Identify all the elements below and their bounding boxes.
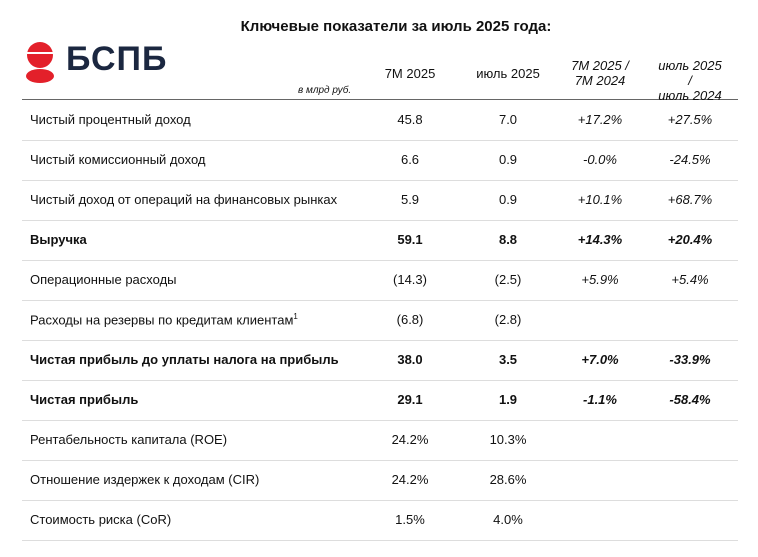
row-label: Чистый процентный доход [30, 112, 191, 127]
cell: (2.8) [494, 312, 522, 327]
cell: 45.8 [397, 112, 423, 127]
header-rule [22, 99, 738, 100]
row-rule [22, 380, 738, 381]
cell: +17.2% [577, 112, 623, 127]
row-rule [22, 140, 738, 141]
cell: -0.0% [583, 152, 617, 167]
column-header: 7M 2025 [384, 66, 436, 81]
cell: 0.9 [498, 152, 518, 167]
cell: 1.5% [395, 512, 425, 527]
footnote-mark: 1 [293, 312, 298, 321]
row-label: Чистая прибыль до уплаты налога на прибы… [30, 352, 339, 367]
cell: -33.9% [669, 352, 711, 367]
cell: 8.8 [498, 232, 518, 247]
cell: -1.1% [583, 392, 617, 407]
cell: 5.9 [400, 192, 420, 207]
title: Ключевые показатели за июль 2025 года: [240, 18, 552, 35]
cell: 3.5 [498, 352, 518, 367]
cell: 10.3% [489, 432, 527, 447]
row-rule [22, 260, 738, 261]
cell: 7.0 [498, 112, 518, 127]
row-rule [22, 300, 738, 301]
cell: +10.1% [577, 192, 623, 207]
row-rule [22, 340, 738, 341]
row-rule [22, 420, 738, 421]
cell: +68.7% [667, 192, 713, 207]
cell: 6.6 [400, 152, 420, 167]
row-rule [22, 540, 738, 541]
cell: +27.5% [667, 112, 713, 127]
cell: (14.3) [393, 272, 427, 287]
unit: в млрд руб. [298, 85, 352, 96]
row-rule [22, 220, 738, 221]
row-rule [22, 500, 738, 501]
cell: 1.9 [498, 392, 518, 407]
row-label: Операционные расходы [30, 272, 177, 287]
logo: БСПБ [66, 40, 168, 78]
cell: 24.2% [391, 472, 429, 487]
cell: 0.9 [498, 192, 518, 207]
logo-icon [24, 42, 58, 83]
row-label: Стоимость риска (CoR) [30, 512, 172, 527]
cell: +7.0% [581, 352, 619, 367]
column-header: июль 2025 [476, 66, 540, 81]
cell: +20.4% [667, 232, 713, 247]
column-header: июль 2025 / июль 2024 [658, 58, 722, 103]
row-label: Выручка [30, 232, 87, 247]
row-label: Расходы на резервы по кредитам клиентам1 [30, 312, 298, 328]
column-header: 7M 2025 / 7M 2024 [571, 58, 629, 88]
cell: 28.6% [489, 472, 527, 487]
row-label: Чистый комиссионный доход [30, 152, 206, 167]
cell: 29.1 [397, 392, 423, 407]
cell: 59.1 [397, 232, 423, 247]
row-rule [22, 460, 738, 461]
cell: +14.3% [577, 232, 623, 247]
cell: 4.0% [493, 512, 523, 527]
row-label: Чистый доход от операций на финансовых р… [30, 192, 338, 207]
cell: 38.0 [397, 352, 423, 367]
cell: -58.4% [669, 392, 711, 407]
cell: 24.2% [391, 432, 429, 447]
row-label: Отношение издержек к доходам (CIR) [30, 472, 260, 487]
cell: +5.9% [581, 272, 619, 287]
cell: (2.5) [494, 272, 522, 287]
row-rule [22, 180, 738, 181]
cell: +5.4% [671, 272, 709, 287]
cell: (6.8) [396, 312, 424, 327]
row-label: Рентабельность капитала (ROE) [30, 432, 228, 447]
row-label: Чистая прибыль [30, 392, 139, 407]
cell: -24.5% [669, 152, 711, 167]
